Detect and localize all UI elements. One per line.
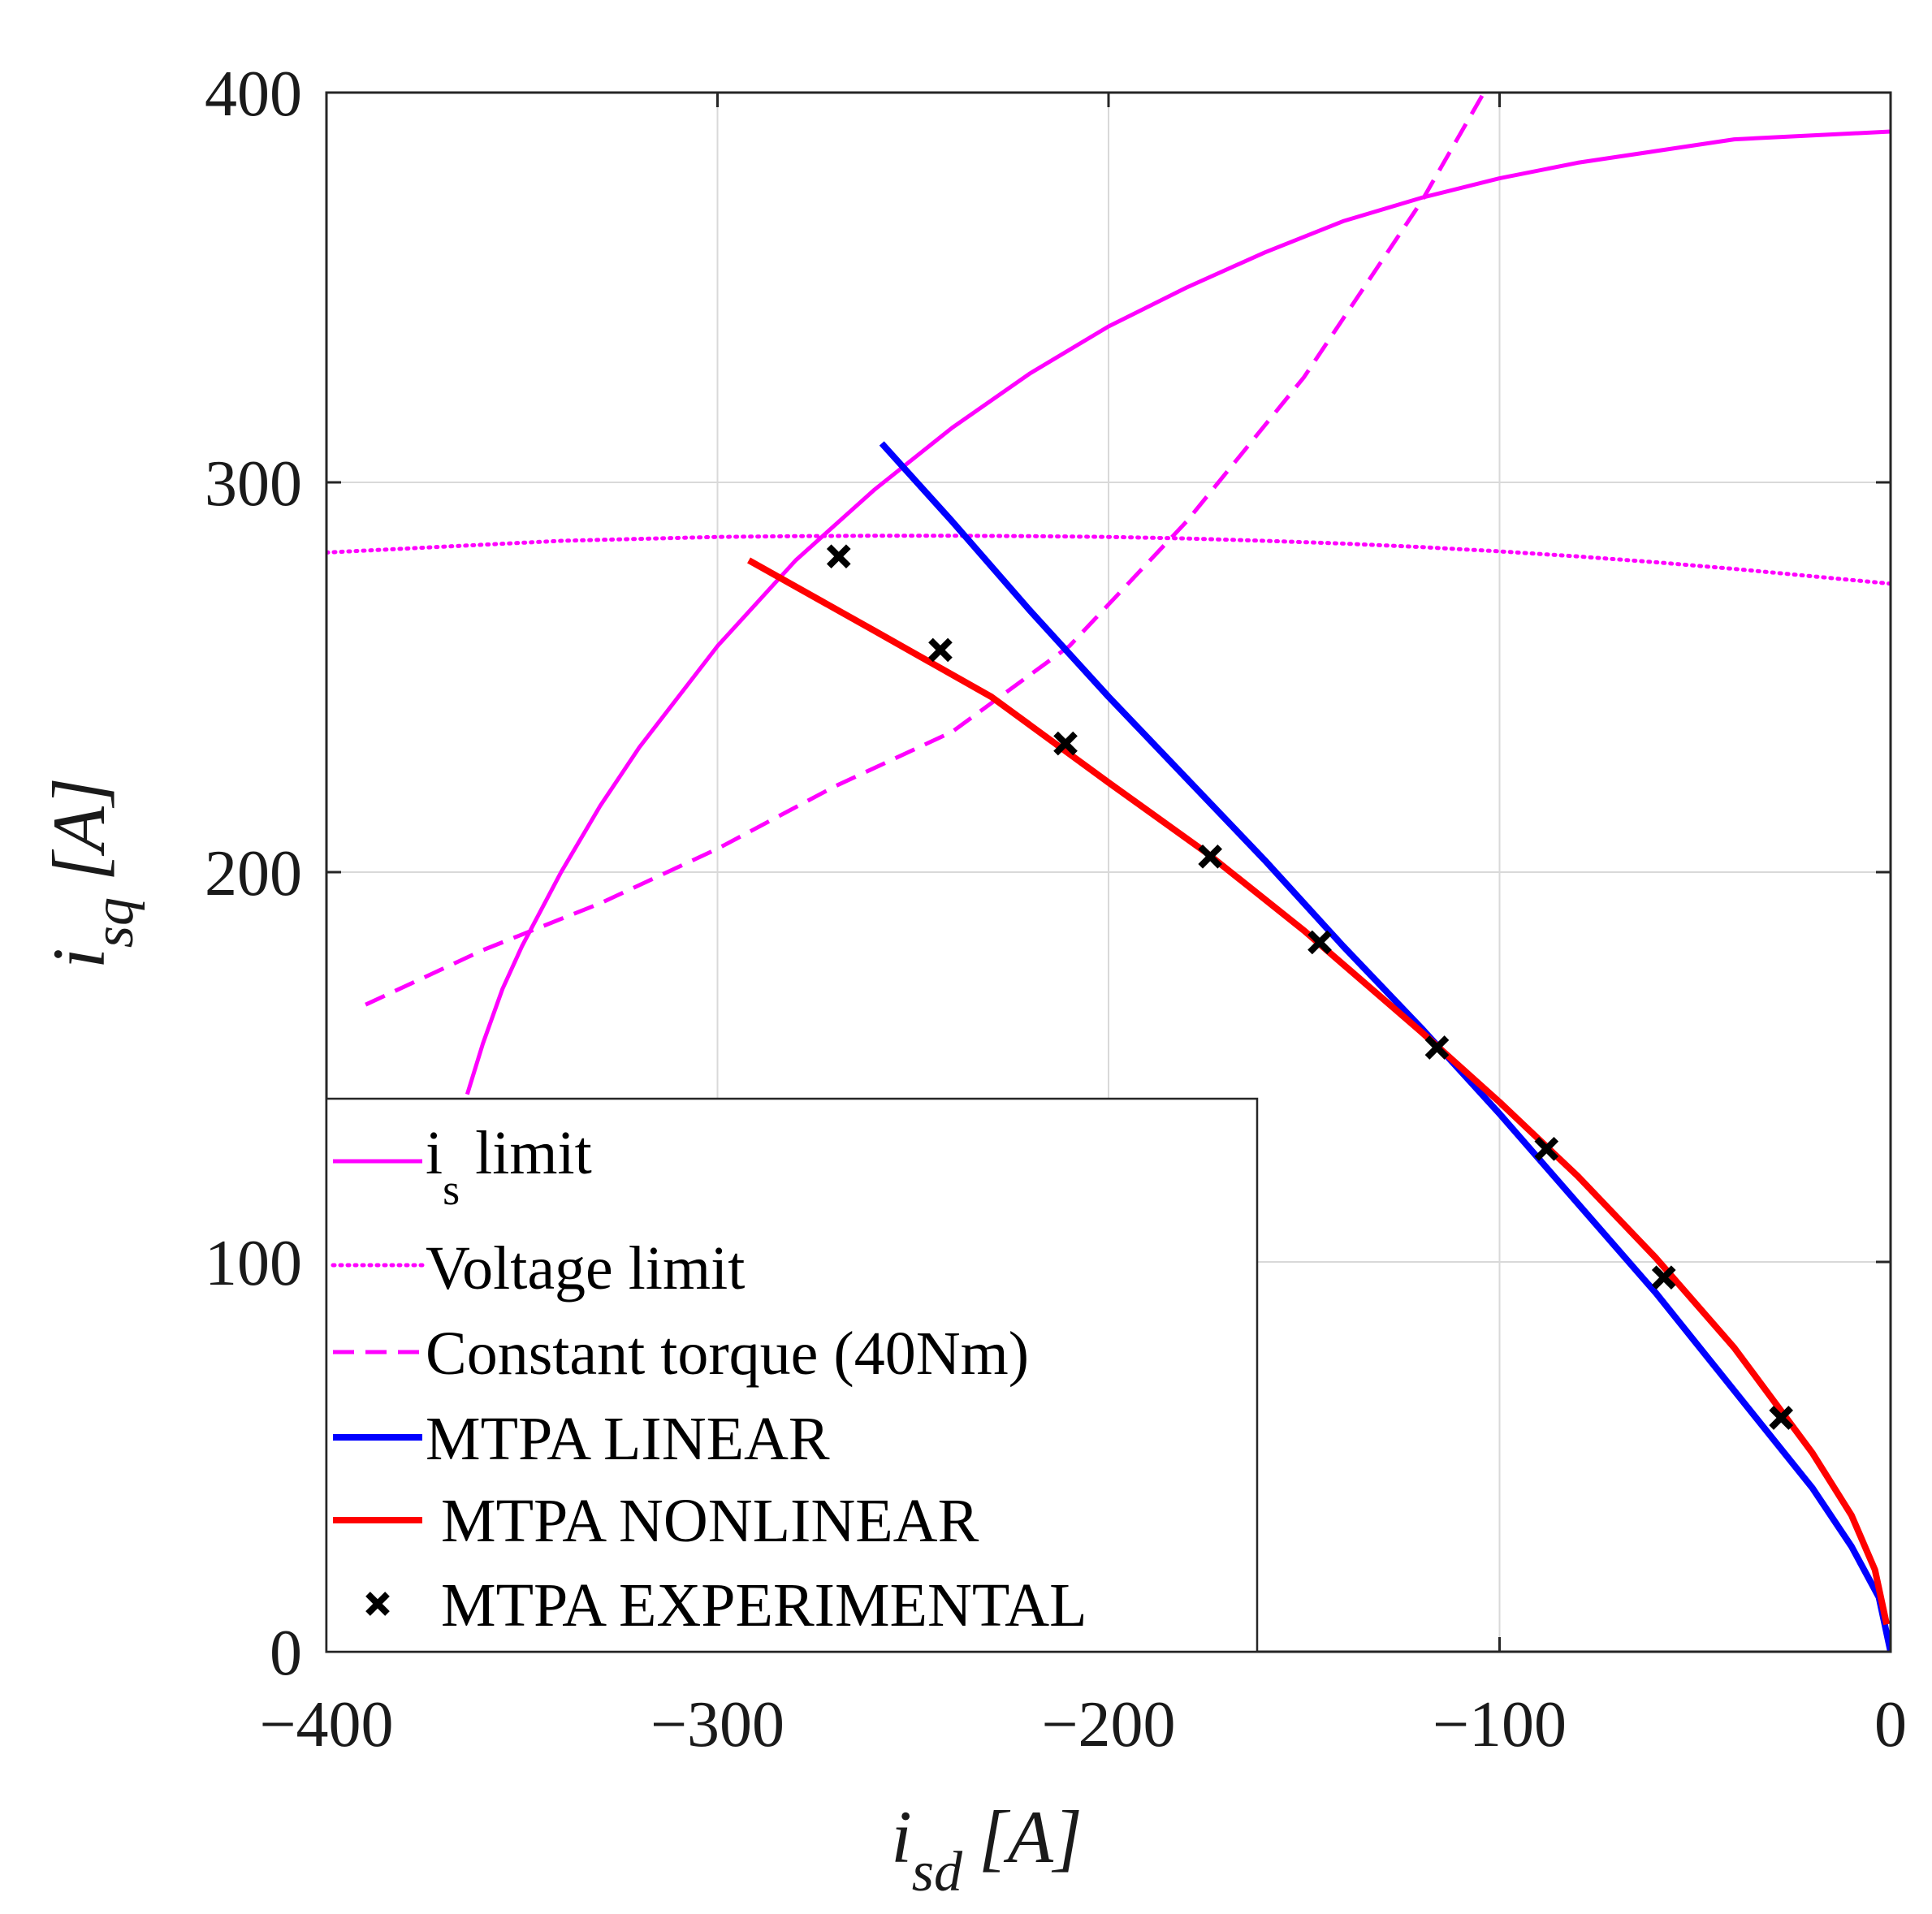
experimental-point bbox=[1307, 930, 1332, 955]
legend-is-main: i bbox=[426, 1119, 443, 1187]
x-axis-label: isd [A] bbox=[891, 1795, 1083, 1903]
x-tick-label: −300 bbox=[650, 1689, 784, 1761]
y-axis-label-unit: [A] bbox=[37, 777, 120, 881]
series-voltage-limit-line bbox=[326, 534, 1891, 586]
legend-box bbox=[325, 1097, 1259, 1653]
series-constant-torque-40nm-line bbox=[365, 93, 1487, 1007]
x-tick-label: −100 bbox=[1433, 1689, 1567, 1761]
experimental-point bbox=[1053, 731, 1078, 756]
series-i-s-limit-line bbox=[465, 129, 1891, 1095]
y-axis-label: isq [A] bbox=[37, 777, 145, 969]
series-mtpa-experimental bbox=[826, 544, 1794, 1430]
x-tick-label: −400 bbox=[259, 1689, 393, 1761]
legend-label-is-limit: is limit bbox=[426, 1119, 592, 1214]
y-tick-label: 0 bbox=[270, 1618, 302, 1689]
experimental-point bbox=[1769, 1406, 1794, 1430]
experimental-point bbox=[826, 544, 851, 569]
experimental-point bbox=[1198, 844, 1223, 869]
experimental-point bbox=[1424, 1035, 1450, 1060]
y-axis-label-main: i bbox=[37, 948, 120, 969]
ticks: −400 −300 −200 −100 0 0 100 200 300 400 bbox=[205, 58, 1907, 1761]
x-tick-label: −200 bbox=[1041, 1689, 1175, 1761]
legend-label-mtpa-linear: MTPA LINEAR bbox=[426, 1405, 830, 1473]
x-axis-label-unit: [A] bbox=[979, 1795, 1083, 1878]
legend-label-mtpa-experimental: MTPA EXPERIMENTAL bbox=[426, 1571, 1087, 1640]
x-tick-label: 0 bbox=[1874, 1689, 1907, 1761]
legend-label-voltage-limit: Voltage limit bbox=[426, 1234, 745, 1303]
legend-is-rest: limit bbox=[460, 1119, 592, 1187]
y-tick-label: 400 bbox=[205, 58, 302, 130]
legend-swatch-mtpa-experimental bbox=[365, 1592, 390, 1616]
legend-label-constant-torque: Constant torque (40Nm) bbox=[426, 1320, 1029, 1388]
legend: is limit Voltage limit Constant torque (… bbox=[325, 1097, 1259, 1653]
x-axis-label-sub: sd bbox=[912, 1841, 963, 1903]
y-axis-label-sub: sq bbox=[83, 897, 145, 948]
y-tick-label: 100 bbox=[205, 1228, 302, 1299]
experimental-point bbox=[1534, 1136, 1559, 1161]
y-tick-label: 200 bbox=[205, 838, 302, 909]
experimental-point bbox=[1651, 1265, 1676, 1290]
series-group bbox=[326, 93, 1891, 1652]
experimental-point bbox=[928, 637, 953, 663]
legend-label-mtpa-nonlinear: MTPA NONLINEAR bbox=[426, 1487, 979, 1555]
series-mtpa-nonlinear-line bbox=[747, 557, 1891, 1626]
y-tick-label: 300 bbox=[205, 448, 302, 520]
x-axis-label-main: i bbox=[891, 1795, 912, 1878]
legend-is-sub: s bbox=[443, 1165, 460, 1214]
